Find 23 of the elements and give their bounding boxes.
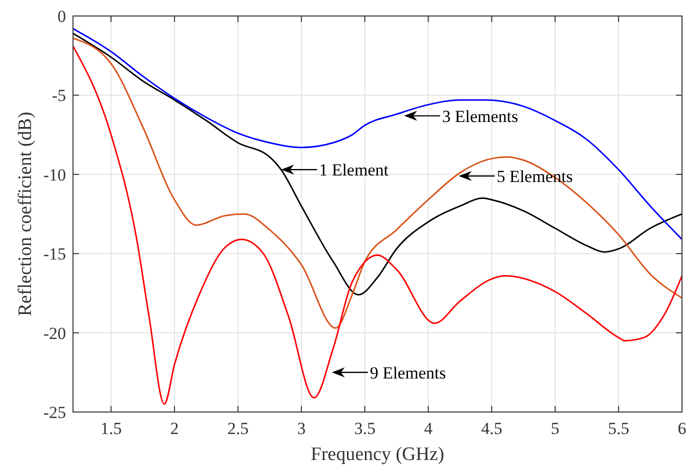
line-series <box>73 45 682 405</box>
x-tick-label: 6 <box>678 419 686 438</box>
y-tick-label: -25 <box>43 403 66 422</box>
y-axis-title: Reflection coefficient (dB) <box>15 112 36 316</box>
line-series <box>73 28 682 240</box>
x-tick-label: 5 <box>550 419 560 438</box>
x-tick-label: 3 <box>297 419 306 438</box>
x-tick-label: 1.5 <box>100 419 122 438</box>
y-tick-label: -5 <box>52 86 66 106</box>
annotation: 1 Element <box>319 160 389 180</box>
y-tick-label: 0 <box>58 7 66 26</box>
x-tick-label: 5.5 <box>608 419 630 438</box>
x-tick-label: 4 <box>424 419 433 438</box>
y-tick-label: -10 <box>43 165 66 184</box>
x-tick-label: 2.5 <box>227 419 249 438</box>
y-tick-label: -20 <box>43 324 66 343</box>
x-axis-title: Frequency (GHz) <box>310 444 444 465</box>
y-tick-label: -15 <box>43 244 66 264</box>
x-tick-label: 3.5 <box>354 419 376 438</box>
x-tick-label: 2 <box>170 419 179 438</box>
annotation: 9 Elements <box>370 363 446 382</box>
annotation: 3 Elements <box>442 106 518 126</box>
x-tick-label: 4.5 <box>481 419 502 438</box>
